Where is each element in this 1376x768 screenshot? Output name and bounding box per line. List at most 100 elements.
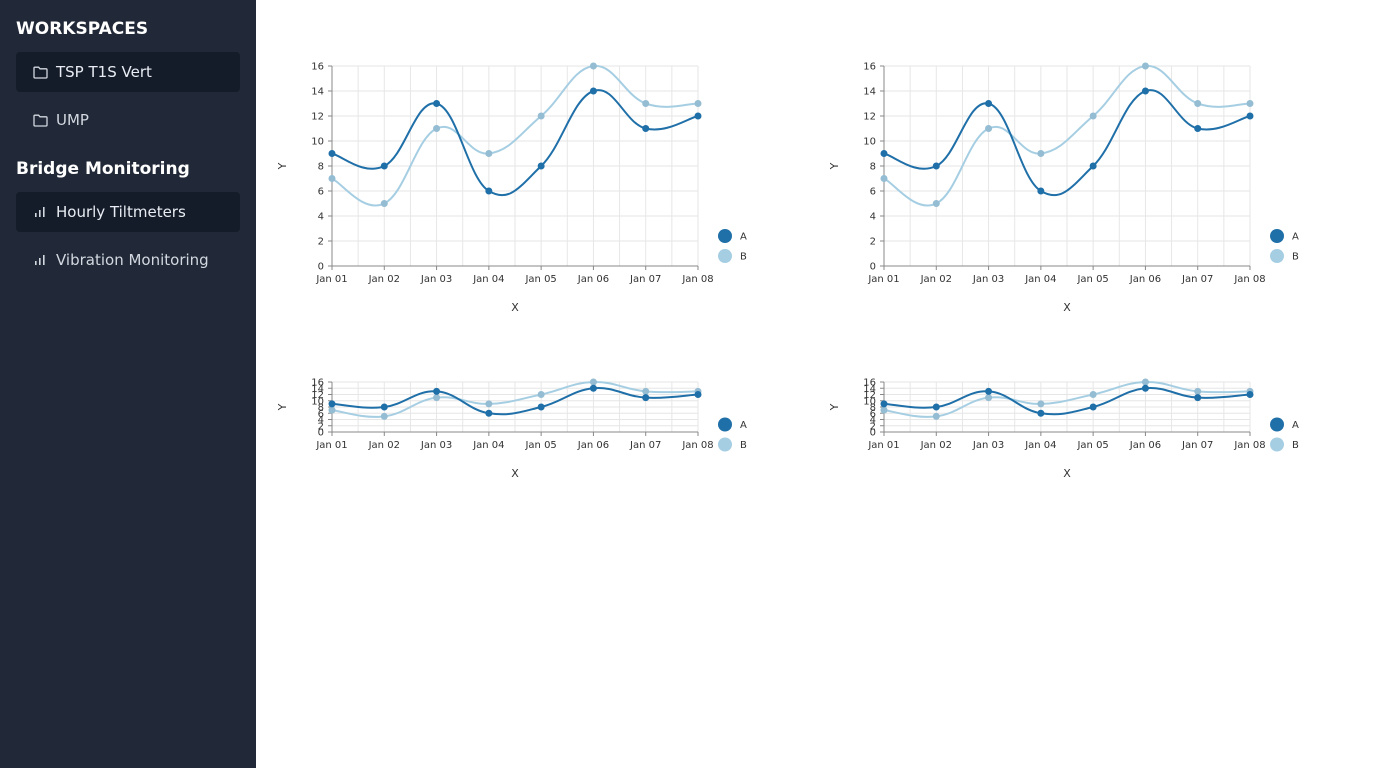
legend-swatch-b — [718, 437, 732, 452]
y-tick-label: 8 — [870, 162, 876, 173]
y-tick-label: 2 — [318, 237, 324, 248]
data-point-b[interactable] — [589, 378, 597, 386]
data-point-a[interactable] — [1194, 125, 1202, 132]
x-tick-label: Jan 01 — [315, 440, 347, 451]
sidebar-item-label: TSP T1S Vert — [56, 63, 152, 81]
data-point-b[interactable] — [328, 406, 336, 414]
data-point-b[interactable] — [985, 125, 993, 132]
x-tick-label: Jan 01 — [867, 274, 899, 285]
data-point-a[interactable] — [1037, 187, 1045, 195]
y-tick-label: 16 — [311, 62, 324, 73]
data-point-a[interactable] — [642, 125, 650, 132]
legend-swatch-b — [1270, 437, 1284, 452]
data-point-a[interactable] — [985, 100, 993, 107]
y-tick-label: 14 — [863, 384, 876, 395]
data-point-a[interactable] — [380, 162, 388, 170]
data-point-a[interactable] — [537, 403, 545, 411]
data-point-b[interactable] — [1037, 150, 1045, 157]
data-point-a[interactable] — [932, 162, 940, 170]
sidebar-item-ump[interactable]: UMP — [16, 100, 240, 140]
data-point-b[interactable] — [1141, 62, 1149, 70]
data-point-a[interactable] — [1089, 162, 1097, 170]
data-point-a[interactable] — [1141, 87, 1149, 95]
data-point-a[interactable] — [932, 403, 940, 411]
data-point-b[interactable] — [433, 394, 441, 402]
data-point-b[interactable] — [932, 412, 940, 420]
series-line-a — [883, 89, 1251, 197]
data-point-a[interactable] — [880, 400, 888, 408]
chart-bottom-left: 0 2 4 6 8 10 12 14 16 Jan 01 Jan 02 Jan 03 Jan 04 Jan… — [256, 360, 776, 490]
chart-top-left: 0 2 4 6 8 10 12 14 16 Jan 01 Jan 02 Jan 03 Jan 04 Jan… — [256, 40, 776, 330]
sidebar-item-tsp-t1s-vert[interactable]: TSP T1S Vert — [16, 52, 240, 92]
data-point-a[interactable] — [485, 187, 493, 195]
data-point-a[interactable] — [589, 384, 597, 392]
sidebar-item-hourly-tiltmeters[interactable]: Hourly Tiltmeters — [16, 192, 240, 232]
data-point-b[interactable] — [380, 200, 388, 207]
data-point-b[interactable] — [1089, 112, 1097, 120]
data-point-a[interactable] — [589, 87, 597, 95]
data-point-a[interactable] — [985, 387, 993, 395]
x-tick-label: Jan 07 — [629, 440, 661, 451]
x-tick-label: Jan 07 — [629, 274, 661, 285]
data-point-b[interactable] — [1246, 100, 1254, 107]
data-point-b[interactable] — [1089, 391, 1097, 398]
x-tick-label: Jan 05 — [524, 274, 556, 285]
data-point-a[interactable] — [880, 150, 888, 157]
x-tick-label: Jan 03 — [972, 274, 1004, 285]
x-tick-label: Jan 04 — [472, 274, 504, 285]
data-point-b[interactable] — [880, 406, 888, 414]
sidebar-item-label: Vibration Monitoring — [56, 251, 209, 269]
data-point-a[interactable] — [642, 394, 650, 402]
data-point-a[interactable] — [1089, 403, 1097, 411]
data-point-b[interactable] — [1141, 378, 1149, 386]
data-point-a[interactable] — [380, 403, 388, 411]
data-point-b[interactable] — [537, 391, 545, 398]
chart-svg: 0 2 4 6 8 10 12 14 16 Jan 01 Jan 02 Jan 03 Jan 04 Jan… — [276, 62, 747, 315]
data-point-a[interactable] — [537, 162, 545, 170]
data-point-b[interactable] — [589, 62, 597, 70]
data-point-a[interactable] — [433, 100, 441, 107]
legend-swatch-b — [1270, 249, 1284, 263]
data-point-a[interactable] — [1141, 384, 1149, 392]
chart-bottom-right: 0 2 4 6 8 10 12 14 16 Jan 01 Jan 02 Jan 03 Jan 04 Jan… — [808, 360, 1328, 490]
x-axis-title: X — [511, 467, 519, 480]
data-point-b[interactable] — [433, 125, 441, 132]
sidebar-item-vibration-monitoring[interactable]: Vibration Monitoring — [16, 240, 240, 280]
data-point-a[interactable] — [1194, 394, 1202, 402]
data-point-a[interactable] — [1037, 409, 1045, 417]
data-point-a[interactable] — [1246, 112, 1254, 120]
x-tick-label: Jan 08 — [681, 274, 713, 285]
data-point-b[interactable] — [1037, 400, 1045, 408]
data-point-b[interactable] — [642, 387, 650, 395]
y-tick-label: 8 — [318, 403, 324, 414]
data-point-a[interactable] — [433, 387, 441, 395]
y-tick-label: 8 — [318, 162, 324, 173]
data-point-b[interactable] — [485, 400, 493, 408]
data-point-a[interactable] — [694, 112, 702, 120]
data-point-b[interactable] — [985, 394, 993, 402]
data-point-a[interactable] — [328, 150, 336, 157]
x-tick-label: Jan 05 — [1076, 274, 1108, 285]
x-tick-label: Jan 01 — [315, 274, 347, 285]
data-point-b[interactable] — [380, 412, 388, 420]
grid — [331, 65, 699, 267]
data-point-b[interactable] — [1194, 387, 1202, 395]
y-tick-label: 6 — [870, 187, 876, 198]
data-point-a[interactable] — [328, 400, 336, 408]
data-point-b[interactable] — [880, 175, 888, 182]
data-point-a[interactable] — [694, 391, 702, 398]
data-point-b[interactable] — [694, 100, 702, 107]
data-point-b[interactable] — [642, 100, 650, 107]
y-tick-label: 10 — [863, 137, 876, 148]
data-point-b[interactable] — [932, 200, 940, 207]
x-tick-label: Jan 08 — [1233, 274, 1265, 285]
data-point-b[interactable] — [485, 150, 493, 157]
x-axis-title: X — [1063, 301, 1071, 314]
data-point-b[interactable] — [328, 175, 336, 182]
x-tick-label: Jan 03 — [420, 274, 452, 285]
data-point-b[interactable] — [537, 112, 545, 120]
y-tick-label: 4 — [870, 415, 876, 426]
data-point-a[interactable] — [1246, 391, 1254, 398]
data-point-b[interactable] — [1194, 100, 1202, 107]
data-point-a[interactable] — [485, 409, 493, 417]
